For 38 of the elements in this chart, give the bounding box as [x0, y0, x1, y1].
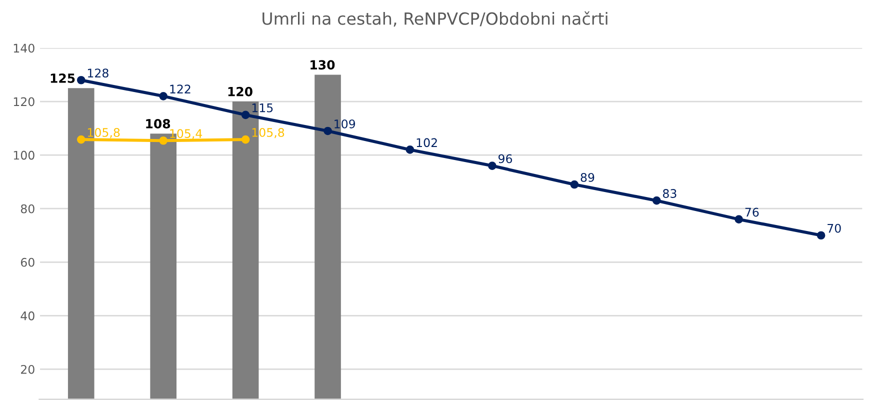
y-tick-label: 60 [20, 258, 34, 267]
chart-title: Umrli na cestah, ReNPVCP/Obdobni načrti [262, 11, 608, 27]
y-tick-label: 100 [14, 150, 34, 160]
point [241, 135, 250, 144]
data-label: 108 [146, 119, 170, 128]
data-label: 89 [580, 172, 594, 182]
data-label: 120 [228, 86, 252, 96]
y-tick-label: 20 [21, 364, 34, 374]
data-label: 70 [828, 224, 841, 233]
point [488, 162, 496, 170]
point [159, 136, 168, 145]
y-tick-label: 80 [20, 204, 34, 214]
point [734, 215, 744, 224]
point [406, 146, 414, 154]
data-label: 102 [416, 138, 437, 148]
point [159, 92, 168, 100]
point [816, 231, 826, 240]
data-label: 125 [50, 73, 75, 83]
point [76, 76, 86, 84]
y-tick-label: 40 [20, 311, 34, 320]
y-tick-label: 120 [14, 97, 34, 106]
data-label: 76 [745, 208, 759, 217]
data-label: 109 [334, 119, 356, 128]
data-label: 130 [310, 60, 335, 70]
point [652, 196, 661, 205]
data-label: 83 [662, 189, 676, 198]
data-label: 105,8 [88, 128, 120, 138]
point [76, 135, 86, 144]
point [570, 180, 579, 189]
point [324, 126, 332, 136]
data-label: 105,8 [252, 128, 284, 138]
data-label: 115 [252, 104, 273, 112]
data-label: 105,4 [170, 129, 202, 140]
point [241, 110, 250, 120]
y-tick-label: 140 [14, 44, 34, 53]
data-label: 96 [498, 154, 512, 164]
data-label: 122 [170, 84, 190, 94]
data-label: 128 [88, 68, 108, 78]
